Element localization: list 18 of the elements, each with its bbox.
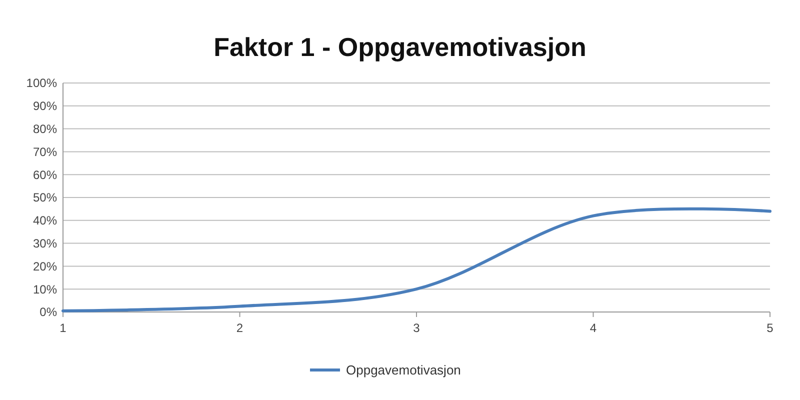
x-tick-label: 1 — [60, 321, 67, 335]
chart-title: Faktor 1 - Oppgavemotivasjon — [214, 32, 586, 62]
y-tick-label: 0% — [40, 305, 58, 320]
x-tick-label: 3 — [413, 321, 420, 335]
y-tick-label: 90% — [32, 99, 58, 114]
x-tick-label: 2 — [236, 321, 244, 335]
y-tick-label: 10% — [32, 282, 58, 296]
y-tick-label: 60% — [32, 168, 58, 182]
legend-label: Oppgavemotivasjon — [346, 362, 461, 378]
y-tick-label: 20% — [32, 259, 58, 274]
y-tick-label: 50% — [32, 190, 58, 205]
y-tick-label: 40% — [32, 214, 58, 228]
y-tick-label: 70% — [32, 144, 58, 159]
x-tick-label: 5 — [766, 321, 774, 335]
y-tick-label: 100% — [26, 76, 58, 90]
y-tick-label: 30% — [32, 236, 58, 250]
x-tick-label: 4 — [590, 321, 597, 335]
y-tick-label: 80% — [32, 122, 58, 136]
